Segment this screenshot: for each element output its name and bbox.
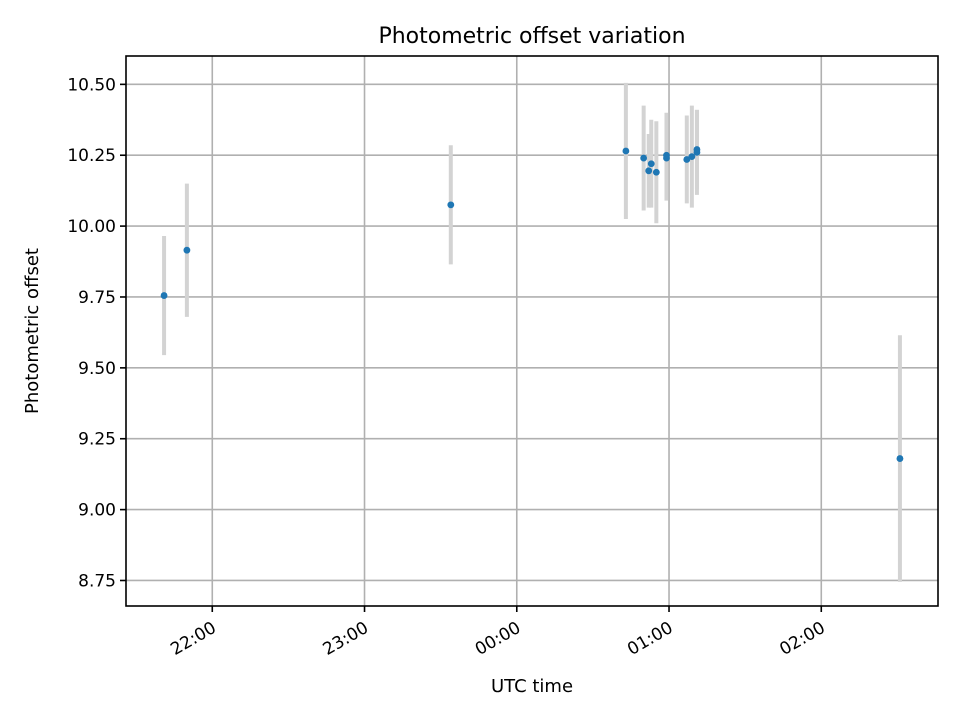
data-points [160,146,904,462]
data-point [693,148,701,156]
error-bars [162,82,902,582]
y-tick-label: 10.50 [67,75,116,95]
data-point [652,168,660,176]
y-tick-label: 9.25 [78,430,116,450]
x-tick-label: 23:00 [320,618,372,660]
plot-area-frame [125,55,939,607]
data-point [683,156,691,163]
data-point [640,154,648,162]
x-axis-label: UTC time [491,676,573,697]
data-point [896,455,904,462]
data-point [688,153,696,161]
y-tick-label: 9.00 [78,501,116,521]
chart-title: Photometric offset variation [378,24,685,49]
data-point [647,160,655,168]
x-tick-label: 00:00 [472,618,524,660]
y-tick-label: 10.00 [67,217,116,237]
data-point [183,246,191,254]
y-tick-label: 9.75 [78,288,116,308]
data-point [645,167,653,175]
x-tick-label: 22:00 [167,618,219,660]
x-tick-label: 01:00 [624,618,676,660]
data-point [447,201,455,209]
y-tick-label: 9.50 [78,359,116,379]
y-tick-label: 8.75 [78,571,116,591]
grid-lines [126,56,938,606]
data-point [622,147,630,155]
y-tick-label: 10.25 [67,146,116,166]
data-point [160,292,168,299]
data-point [663,151,670,159]
y-axis-label: Photometric offset [22,248,43,414]
x-tick-label: 02:00 [776,618,828,660]
